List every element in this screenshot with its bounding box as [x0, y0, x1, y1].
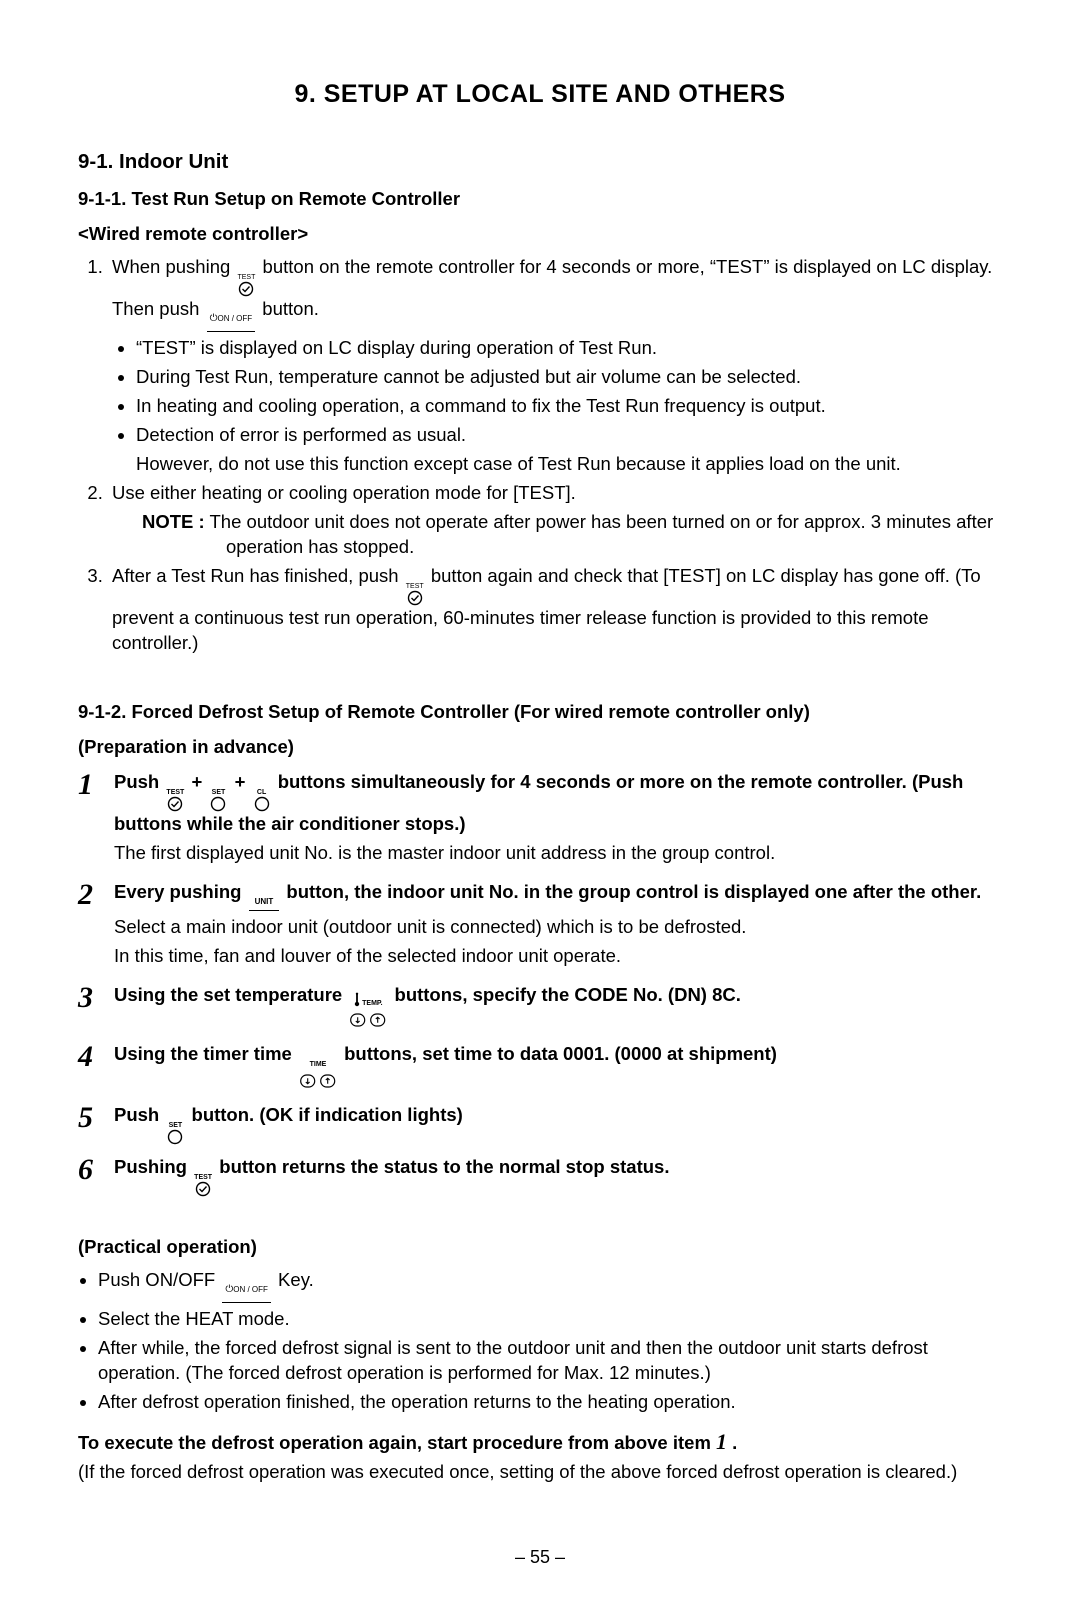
icon-label: TIME — [310, 1061, 327, 1068]
on-off-icon: ⏻ON / OFF — [222, 1285, 271, 1303]
list-item: Push ON/OFF ⏻ON / OFF Key. — [98, 1268, 1002, 1303]
text: button. (OK if indication lights) — [186, 1104, 462, 1125]
step-para: In this time, fan and louver of the sele… — [114, 944, 1002, 969]
list-item: When pushing TEST button on the remote c… — [108, 255, 1002, 477]
heading-wired-remote: <Wired remote controller> — [78, 222, 1002, 247]
step-bold: Push TEST + SET + CL buttons simultaneou… — [114, 771, 963, 834]
preparation-label: (Preparation in advance) — [78, 735, 1002, 760]
cl-circle-icon: CL — [252, 789, 272, 812]
step-ref-1: 1 — [716, 1429, 727, 1454]
icon-label: TEST — [406, 583, 424, 590]
temp-updown-icon: TEMP. — [348, 992, 388, 1032]
note-label: NOTE : — [142, 511, 205, 532]
text: Key. — [273, 1269, 314, 1290]
step-para: Select a main indoor unit (outdoor unit … — [114, 915, 1002, 940]
icon-label: SET — [169, 1122, 183, 1129]
list-item: In heating and cooling operation, a comm… — [136, 394, 1002, 419]
step-number: 2 — [78, 880, 114, 910]
text: Push — [114, 771, 164, 792]
text: button. — [257, 298, 319, 319]
step-4: 4 Using the timer time TIME buttons, set… — [78, 1042, 1002, 1093]
test-run-steps: When pushing TEST button on the remote c… — [78, 255, 1002, 656]
sub-bullets: “TEST” is displayed on LC display during… — [112, 336, 1002, 477]
step-number: 3 — [78, 983, 114, 1013]
text: When pushing — [112, 256, 235, 277]
icon-label: SET — [212, 789, 226, 796]
step-number: 4 — [78, 1042, 114, 1072]
step-5: 5 Push SET button. (OK if indication lig… — [78, 1103, 1002, 1145]
list-item: Use either heating or cooling operation … — [108, 481, 1002, 560]
text: + — [229, 771, 250, 792]
text: Pushing — [114, 1156, 192, 1177]
test-check-icon: TEST — [193, 1174, 213, 1197]
step-3: 3 Using the set temperature TEMP. button… — [78, 983, 1002, 1032]
step-bold: Pushing TEST button returns the status t… — [114, 1156, 669, 1177]
list-item: Detection of error is performed as usual… — [136, 423, 1002, 477]
text: buttons, specify the CODE No. (DN) 8C. — [389, 984, 741, 1005]
step-para: The first displayed unit No. is the mast… — [114, 841, 1002, 866]
repeat-instruction: To execute the defrost operation again, … — [78, 1427, 1002, 1457]
icon-label: ON / OFF — [218, 314, 253, 323]
text: buttons, set time to data 0001. (0000 at… — [339, 1043, 777, 1064]
icon-label: TEST — [166, 789, 184, 796]
repeat-note-2: (If the forced defrost operation was exe… — [78, 1460, 1002, 1485]
text: Push — [114, 1104, 164, 1125]
text: To execute the defrost operation again, … — [78, 1432, 716, 1453]
page-number: – 55 – — [78, 1545, 1002, 1569]
list-item: Select the HEAT mode. — [98, 1307, 1002, 1332]
text: button, the indoor unit No. in the group… — [281, 881, 981, 902]
set-circle-icon: SET — [165, 1122, 185, 1145]
chapter-title: 9. SETUP AT LOCAL SITE AND OTHERS — [78, 78, 1002, 112]
text: However, do not use this function except… — [136, 452, 1002, 477]
text: + — [186, 771, 207, 792]
step-bold: Using the set temperature TEMP. buttons,… — [114, 984, 741, 1005]
text: After a Test Run has finished, push — [112, 565, 404, 586]
step-number: 5 — [78, 1103, 114, 1133]
on-off-icon: ⏻ON / OFF — [207, 314, 256, 332]
test-check-icon: TEST — [165, 789, 185, 812]
step-1: 1 Push TEST + SET + CL buttons simultane… — [78, 770, 1002, 870]
icon-label: TEST — [237, 274, 255, 281]
text: Using the set temperature — [114, 984, 347, 1005]
list-item: After a Test Run has finished, push TEST… — [108, 564, 1002, 656]
note: NOTE : The outdoor unit does not operate… — [142, 510, 1002, 560]
text: Every pushing — [114, 881, 247, 902]
list-item: After defrost operation finished, the op… — [98, 1390, 1002, 1415]
text: . — [727, 1432, 737, 1453]
list-item: During Test Run, temperature cannot be a… — [136, 365, 1002, 390]
text: Using the timer time — [114, 1043, 297, 1064]
unit-icon: UNIT — [249, 895, 280, 911]
set-circle-icon: SET — [208, 789, 228, 812]
text: button returns the status to the normal … — [214, 1156, 669, 1177]
heading-9-1-1: 9-1-1. Test Run Setup on Remote Controll… — [78, 187, 1002, 212]
text: Use either heating or cooling operation … — [112, 482, 576, 503]
step-bold: Push SET button. (OK if indication light… — [114, 1104, 463, 1125]
time-updown-icon: TIME — [298, 1061, 338, 1093]
step-number: 1 — [78, 770, 114, 800]
text: Detection of error is performed as usual… — [136, 424, 466, 445]
defrost-steps: 1 Push TEST + SET + CL buttons simultane… — [78, 770, 1002, 1197]
test-check-icon: TEST — [405, 583, 425, 606]
icon-label: ON / OFF — [233, 1285, 268, 1294]
practical-bullets: Push ON/OFF ⏻ON / OFF Key. Select the HE… — [78, 1268, 1002, 1415]
icon-label: TEST — [194, 1174, 212, 1181]
practical-label: (Practical operation) — [78, 1235, 1002, 1260]
icon-label: TEMP. — [362, 1000, 383, 1007]
step-number: 6 — [78, 1155, 114, 1185]
list-item: “TEST” is displayed on LC display during… — [136, 336, 1002, 361]
step-6: 6 Pushing TEST button returns the status… — [78, 1155, 1002, 1197]
test-check-icon: TEST — [236, 274, 256, 297]
list-item: After while, the forced defrost signal i… — [98, 1336, 1002, 1386]
icon-label: CL — [257, 789, 266, 796]
note-body: The outdoor unit does not operate after … — [205, 511, 993, 557]
heading-9-1: 9-1. Indoor Unit — [78, 148, 1002, 176]
step-2: 2 Every pushing UNIT button, the indoor … — [78, 880, 1002, 973]
step-bold: Every pushing UNIT button, the indoor un… — [114, 881, 981, 902]
heading-9-1-2: 9-1-2. Forced Defrost Setup of Remote Co… — [78, 700, 1002, 725]
text: Push ON/OFF — [98, 1269, 220, 1290]
step-bold: Using the timer time TIME buttons, set t… — [114, 1043, 777, 1064]
